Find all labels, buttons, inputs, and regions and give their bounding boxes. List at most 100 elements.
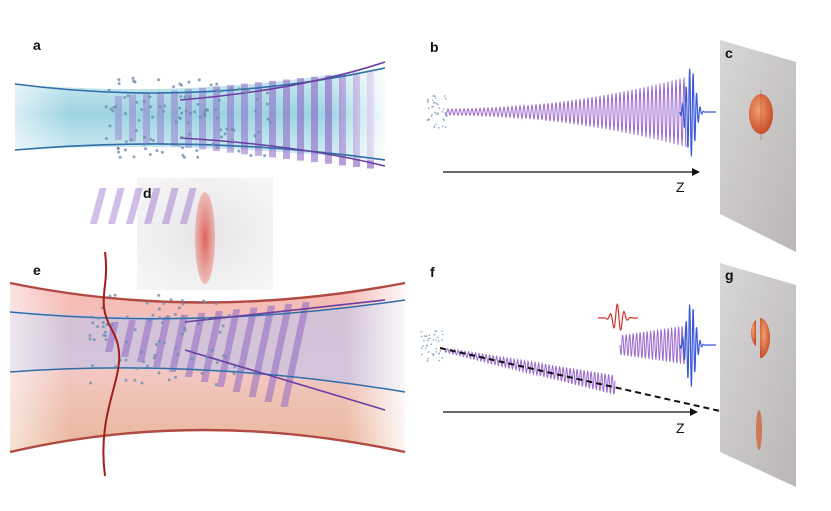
atom xyxy=(158,316,162,320)
atom xyxy=(124,139,128,143)
atom xyxy=(188,112,192,116)
atom xyxy=(162,109,166,113)
atom xyxy=(222,353,226,357)
panel-c: c xyxy=(720,40,796,252)
harmonic-wave xyxy=(619,325,687,365)
atom xyxy=(132,155,136,159)
detector-screen xyxy=(720,40,796,252)
deflected-spot xyxy=(756,410,762,450)
atom xyxy=(435,123,437,126)
atom xyxy=(146,364,150,368)
atom xyxy=(438,107,441,109)
atom xyxy=(180,111,184,115)
atom xyxy=(433,333,436,336)
atom xyxy=(442,118,445,120)
atom xyxy=(182,155,186,159)
gas-atoms xyxy=(420,330,444,362)
atom xyxy=(197,322,201,326)
atom xyxy=(117,150,121,154)
atom xyxy=(432,339,435,341)
atom xyxy=(233,365,237,369)
atom xyxy=(140,350,144,354)
atom xyxy=(129,138,133,142)
atom xyxy=(266,117,270,121)
stripe xyxy=(125,188,143,224)
atom xyxy=(446,114,448,117)
atom xyxy=(225,127,229,131)
panel-label: c xyxy=(725,45,733,61)
atom xyxy=(132,79,136,83)
atom xyxy=(104,137,108,141)
atom xyxy=(196,155,200,159)
gating-beam xyxy=(195,192,215,284)
atom xyxy=(104,105,108,109)
atom xyxy=(177,306,181,310)
atom xyxy=(169,298,173,302)
atom xyxy=(144,147,148,151)
atom xyxy=(174,120,178,124)
gate-profile xyxy=(102,251,121,477)
atom xyxy=(114,365,118,369)
atom xyxy=(131,76,135,80)
atom xyxy=(157,339,161,343)
atom xyxy=(433,95,436,97)
atom xyxy=(426,119,429,122)
atom xyxy=(124,358,128,362)
atom xyxy=(232,372,236,376)
atom xyxy=(143,135,147,139)
axis-label: Z xyxy=(676,179,685,195)
atom xyxy=(220,135,224,139)
atom xyxy=(148,95,152,99)
atom xyxy=(427,357,429,360)
atom xyxy=(149,105,153,109)
atom xyxy=(219,128,223,132)
atom xyxy=(90,315,94,319)
atom xyxy=(228,314,232,318)
gate-pulse xyxy=(598,303,638,331)
atom xyxy=(434,101,436,104)
atom xyxy=(178,116,182,120)
axis-arrow xyxy=(690,408,698,416)
atom xyxy=(203,111,207,115)
panel-b: Z b xyxy=(426,39,716,195)
panel-f: Z f xyxy=(420,264,761,436)
harmonic-wave xyxy=(444,77,687,148)
atom xyxy=(157,307,161,311)
atom xyxy=(441,125,444,128)
atom xyxy=(126,94,130,98)
atom xyxy=(246,88,250,92)
atom xyxy=(433,125,436,128)
atom xyxy=(151,139,155,143)
harmonic-stripes xyxy=(89,188,197,224)
atom xyxy=(140,381,144,385)
atom xyxy=(135,100,139,104)
atom xyxy=(154,342,158,346)
panel-label: b xyxy=(430,39,439,55)
atom xyxy=(427,107,430,110)
atom xyxy=(158,105,162,109)
atom xyxy=(430,115,432,118)
atom xyxy=(102,333,106,337)
atom xyxy=(428,334,431,337)
atom xyxy=(178,82,182,86)
deflection-line xyxy=(439,347,761,421)
harmonic-edge xyxy=(179,61,386,101)
gas-atoms xyxy=(104,76,272,159)
atom xyxy=(89,381,93,385)
atom xyxy=(88,334,92,338)
atom xyxy=(149,137,153,141)
far-field-spot xyxy=(750,320,756,346)
atom xyxy=(92,338,96,342)
atom xyxy=(155,149,159,153)
atom xyxy=(431,106,433,108)
atom xyxy=(431,114,433,116)
atom xyxy=(183,329,187,333)
atom xyxy=(261,145,265,149)
atom xyxy=(107,88,111,92)
atom xyxy=(438,359,441,362)
atom xyxy=(216,116,220,120)
stripe xyxy=(143,188,161,224)
atom xyxy=(435,348,437,350)
atom xyxy=(101,325,105,329)
